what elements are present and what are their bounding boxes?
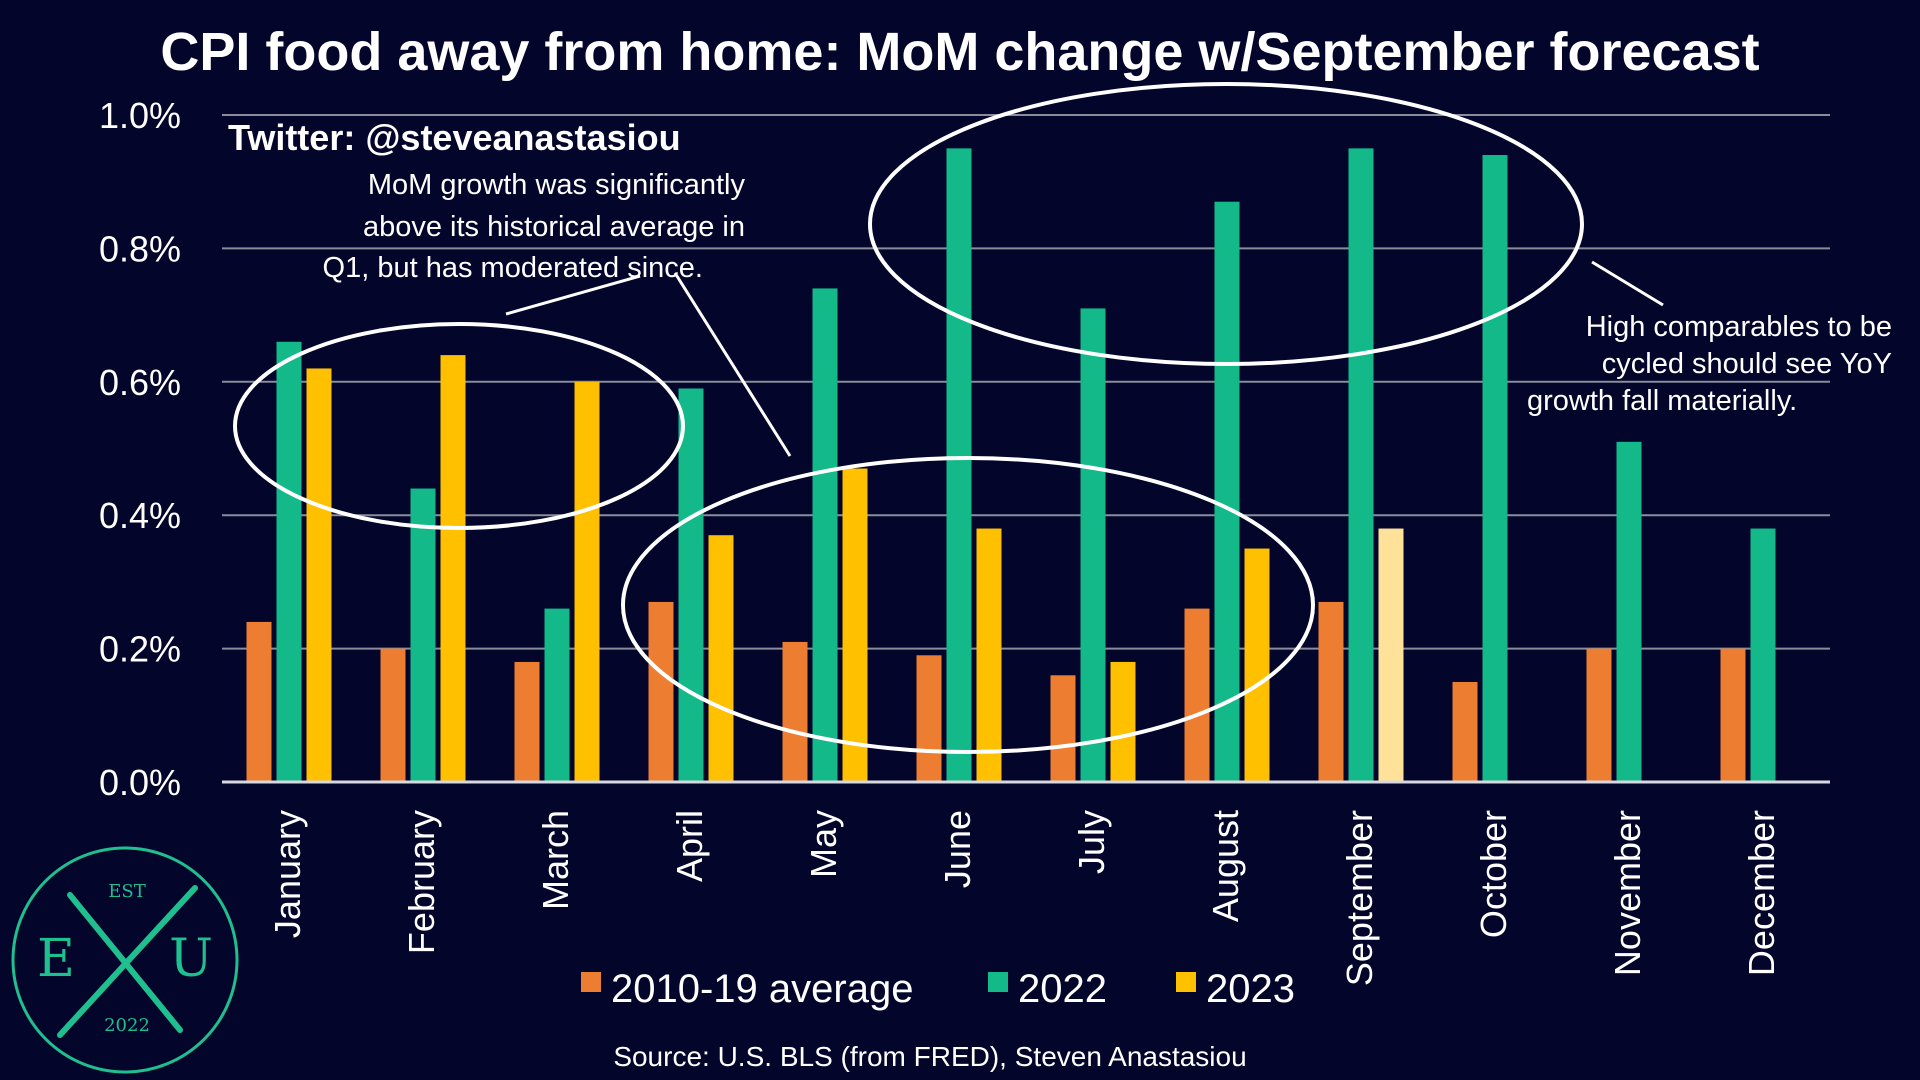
logo-est: EST bbox=[108, 881, 145, 902]
q2q3-highlight-ellipse bbox=[621, 456, 1315, 754]
bar-2010-19-average-may bbox=[782, 641, 808, 782]
x-tick-label: April bbox=[669, 810, 710, 882]
x-tick-label: November bbox=[1607, 810, 1648, 976]
legend: 2010-19 average 2022 2023 bbox=[581, 967, 1295, 1011]
comparables-note: High comparables to be cycled should see… bbox=[1527, 311, 1892, 417]
legend-swatch-2010-19 bbox=[581, 972, 601, 992]
twitter-handle: Twitter: @steveanastasiou bbox=[228, 117, 681, 158]
y-tick-label: 0.6% bbox=[99, 362, 181, 403]
bar-2010-19-average-december bbox=[1720, 648, 1746, 782]
legend-label-2010-19: 2010-19 average bbox=[611, 967, 913, 1011]
bar-2010-19-average-october bbox=[1452, 681, 1478, 782]
bar-2022-september bbox=[1348, 148, 1374, 783]
comparables-note-line: High comparables to be bbox=[1586, 311, 1892, 343]
bar-2010-19-average-august bbox=[1184, 608, 1210, 782]
x-axis-labels: January February March April May June July Augu… bbox=[267, 810, 1782, 986]
q1-note-connector bbox=[505, 274, 641, 316]
bar-2010-19-average-june bbox=[916, 655, 942, 782]
bar-2010-19-average-july bbox=[1050, 675, 1076, 782]
y-tick-label: 0.2% bbox=[99, 629, 181, 670]
bars bbox=[246, 148, 1776, 783]
bar-2023-march bbox=[574, 381, 600, 782]
bar-2023-january bbox=[306, 368, 332, 782]
legend-swatch-2022 bbox=[988, 972, 1008, 992]
bar-2023-june bbox=[976, 528, 1002, 782]
bar-2022-january bbox=[276, 341, 302, 782]
x-tick-label: December bbox=[1741, 810, 1782, 976]
bar-2022-december bbox=[1750, 528, 1776, 782]
comparables-note-line: cycled should see YoY bbox=[1602, 348, 1892, 380]
bar-2023-april bbox=[708, 535, 734, 782]
logo-year: 2022 bbox=[104, 1015, 150, 1036]
x-tick-label: July bbox=[1071, 810, 1112, 874]
x-tick-label: September bbox=[1339, 810, 1380, 986]
y-tick-label: 0.4% bbox=[99, 495, 181, 536]
q1-note-line: MoM growth was significantly bbox=[368, 169, 746, 201]
y-tick-label: 0.8% bbox=[99, 228, 181, 269]
source-note: Source: U.S. BLS (from FRED), Steven Ana… bbox=[613, 1041, 1246, 1072]
bar-2022-june bbox=[946, 148, 972, 783]
bar-2023-september bbox=[1378, 528, 1404, 782]
legend-label-2022: 2022 bbox=[1018, 967, 1107, 1011]
bar-2023-august bbox=[1244, 548, 1270, 782]
chart-title: CPI food away from home: MoM change w/Se… bbox=[160, 22, 1759, 82]
q1-note-line: Q1, but has moderated since. bbox=[323, 252, 703, 284]
bar-2010-19-average-april bbox=[648, 601, 674, 782]
moderated-note-connector bbox=[673, 272, 792, 457]
exu-logo: EST E U 2022 bbox=[11, 846, 239, 1074]
bar-2010-19-average-february bbox=[380, 648, 406, 782]
bar-2023-may bbox=[842, 468, 868, 782]
q1-highlight-ellipse bbox=[233, 322, 685, 530]
bar-2022-october bbox=[1482, 155, 1508, 782]
x-tick-label: February bbox=[401, 810, 442, 954]
bar-2010-19-average-november bbox=[1586, 648, 1612, 782]
bar-2010-19-average-september bbox=[1318, 601, 1344, 782]
comparables-note-line: growth fall materially. bbox=[1527, 385, 1797, 417]
y-tick-label: 0.0% bbox=[99, 762, 181, 803]
logo-letter-u: U bbox=[169, 929, 213, 989]
bar-2023-july bbox=[1110, 661, 1136, 782]
logo-letter-e: E bbox=[37, 929, 75, 989]
y-axis-ticks: 0.0% 0.2% 0.4% 0.6% 0.8% 1.0% bbox=[99, 95, 181, 803]
gridlines bbox=[222, 114, 1830, 650]
bar-2022-april bbox=[678, 388, 704, 782]
comparables-note-connector bbox=[1591, 260, 1664, 307]
logo-cross-stroke bbox=[57, 885, 198, 1038]
bar-2010-19-average-march bbox=[514, 661, 540, 782]
x-tick-label: January bbox=[267, 810, 308, 938]
bar-2022-july bbox=[1080, 308, 1106, 782]
bar-2022-may bbox=[812, 288, 838, 782]
bar-2023-february bbox=[440, 355, 466, 782]
x-tick-label: August bbox=[1205, 810, 1246, 922]
high-comparables-ellipse bbox=[868, 82, 1584, 366]
bar-2022-august bbox=[1214, 201, 1240, 782]
logo-ring bbox=[11, 846, 239, 1074]
y-tick-label: 1.0% bbox=[99, 95, 181, 136]
bar-2022-november bbox=[1616, 441, 1642, 782]
x-tick-label: October bbox=[1473, 810, 1514, 938]
x-tick-label: May bbox=[803, 810, 844, 878]
bar-2022-february bbox=[410, 488, 436, 782]
q1-note: MoM growth was significantly above its h… bbox=[323, 169, 746, 284]
legend-swatch-2023 bbox=[1176, 972, 1196, 992]
bar-2010-19-average-january bbox=[246, 621, 272, 782]
x-tick-label: March bbox=[535, 810, 576, 910]
legend-label-2023: 2023 bbox=[1206, 967, 1295, 1011]
bar-2022-march bbox=[544, 608, 570, 782]
q1-note-line: above its historical average in bbox=[363, 211, 745, 243]
x-tick-label: June bbox=[937, 810, 978, 888]
